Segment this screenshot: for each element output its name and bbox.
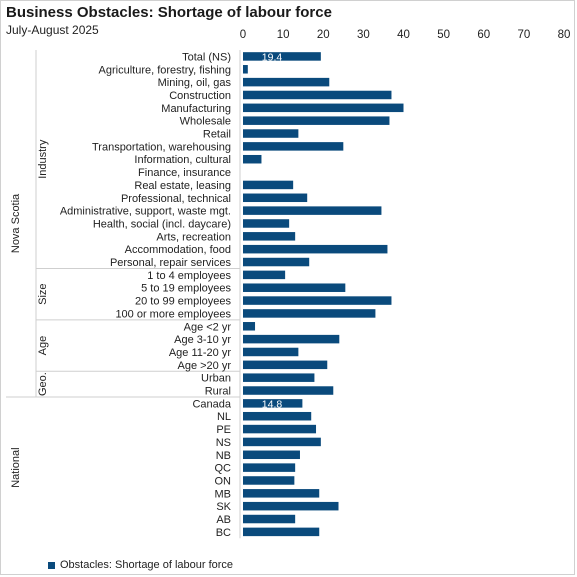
bar (243, 476, 295, 485)
data-label: 19.4 (262, 51, 283, 63)
region-label: Nova Scotia (10, 193, 22, 253)
bar (243, 501, 339, 511)
bar (243, 309, 376, 318)
category-label: Information, cultural (134, 154, 231, 166)
category-label: MB (215, 488, 232, 500)
bar (243, 322, 256, 331)
group-label: Geo. (37, 372, 49, 396)
category-label: Mining, oil, gas (158, 77, 232, 89)
category-label: AB (216, 514, 231, 526)
category-label: Health, social (incl. daycare) (93, 218, 231, 230)
category-label: Arts, recreation (156, 231, 231, 243)
category-label: Urban (201, 373, 231, 385)
x-tick-label: 40 (397, 29, 410, 41)
category-label: Total (NS) (182, 51, 231, 63)
bar (243, 514, 296, 524)
category-label: Age >20 yr (177, 360, 231, 372)
bar (243, 103, 404, 113)
bar (243, 411, 312, 421)
bar (243, 142, 344, 151)
bar (243, 65, 248, 74)
category-label: SK (216, 501, 231, 513)
category-label: Rural (205, 386, 231, 398)
x-tick-label: 60 (477, 29, 490, 41)
legend: Obstacles: Shortage of labour force (48, 559, 233, 571)
bar (243, 399, 303, 408)
legend-swatch (48, 561, 55, 569)
category-label: Administrative, support, waste mgt. (60, 206, 231, 218)
chart-title: Business Obstacles: Shortage of labour f… (6, 4, 332, 21)
x-tick-label: 80 (558, 29, 571, 41)
bar (243, 386, 334, 395)
bar (243, 360, 328, 370)
bar (243, 154, 262, 164)
x-tick-label: 10 (277, 29, 290, 41)
group-label: Size (37, 283, 49, 304)
category-label: Accommodation, food (125, 244, 231, 256)
category-label: BC (216, 527, 231, 539)
x-tick-label: 0 (240, 29, 246, 41)
group-label: Industry (37, 139, 49, 179)
category-label: Retail (203, 129, 231, 141)
bar (243, 283, 346, 292)
category-label: Personal, repair services (110, 257, 232, 269)
bar (243, 206, 382, 215)
x-tick-label: 20 (317, 29, 330, 41)
category-label: Age 11-20 yr (169, 347, 232, 359)
bar (243, 373, 315, 382)
bar (243, 347, 299, 357)
legend-label: Obstacles: Shortage of labour force (60, 559, 234, 571)
data-label: 14.8 (262, 398, 283, 410)
region-label: National (10, 447, 22, 487)
category-label: NB (216, 450, 231, 462)
category-label: Wholesale (180, 116, 231, 128)
bar (243, 270, 286, 280)
bar (243, 296, 392, 305)
category-label: 100 or more employees (115, 308, 231, 320)
category-label: Age 3-10 yr (174, 334, 231, 346)
x-tick-label: 50 (437, 29, 450, 41)
bar (243, 129, 299, 138)
x-tick-label: 30 (357, 29, 370, 41)
bar (243, 232, 296, 241)
bar (243, 257, 310, 267)
category-label: QC (215, 463, 232, 475)
bar (243, 463, 296, 472)
category-label: Finance, insurance (138, 167, 231, 179)
bar (243, 437, 321, 447)
x-tick-label: 70 (517, 29, 530, 41)
bar (243, 244, 388, 254)
category-label: ON (215, 475, 232, 487)
category-label: Agriculture, forestry, fishing (99, 64, 231, 76)
bar (243, 180, 294, 190)
bar (243, 334, 340, 344)
bar (243, 489, 320, 498)
category-label: Real estate, leasing (134, 180, 231, 192)
category-label: Professional, technical (121, 193, 231, 205)
category-label: NS (216, 437, 231, 449)
category-label: Construction (169, 90, 231, 102)
chart-subtitle: July-August 2025 (6, 23, 99, 37)
category-label: 5 to 19 employees (141, 283, 231, 295)
category-label: 1 to 4 employees (147, 270, 231, 282)
bar (243, 193, 308, 203)
bar (243, 424, 317, 434)
category-label: Manufacturing (161, 103, 231, 115)
category-label: Age <2 yr (184, 321, 232, 333)
bar (243, 77, 330, 87)
bar (243, 450, 300, 460)
bar (243, 219, 290, 228)
bar (243, 52, 321, 61)
group-label: Age (37, 336, 49, 356)
bar (243, 116, 390, 125)
bar (243, 527, 320, 537)
category-label: NL (217, 411, 231, 423)
bar (243, 90, 392, 100)
category-label: Transportation, warehousing (92, 141, 231, 153)
category-label: Canada (192, 398, 231, 410)
category-label: 20 to 99 employees (135, 296, 232, 308)
category-label: PE (216, 424, 231, 436)
